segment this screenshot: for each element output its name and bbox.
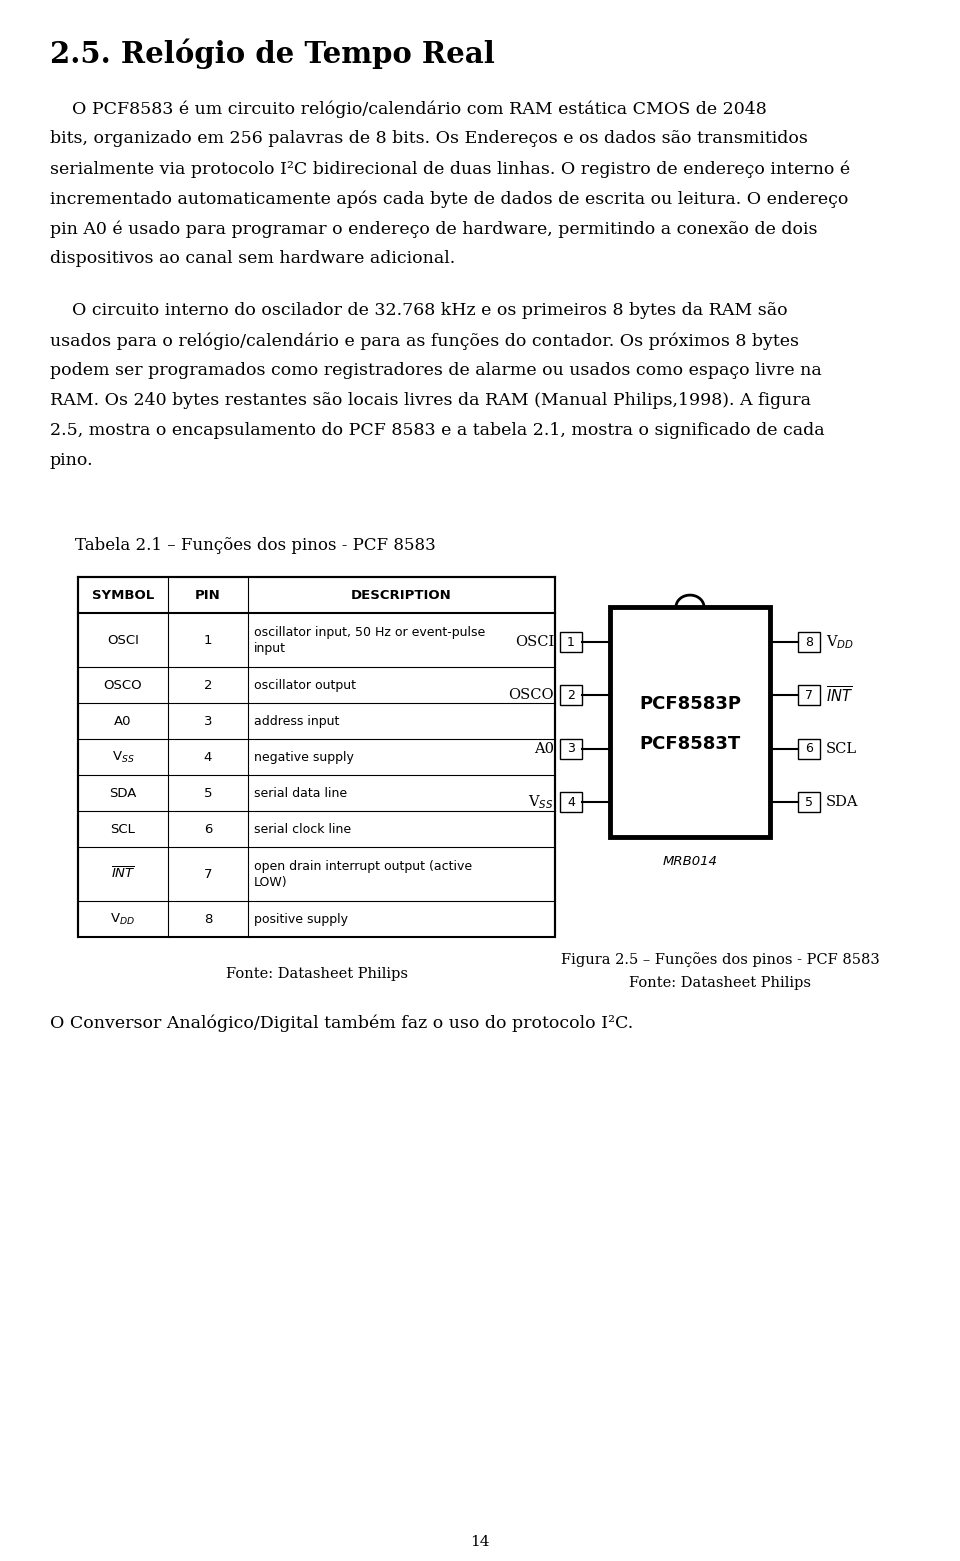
Text: SDA: SDA [826, 795, 858, 809]
Bar [798, 685, 820, 706]
Text: OSCI: OSCI [515, 635, 554, 649]
Text: SCL: SCL [826, 741, 857, 756]
Text: incrementado automaticamente após cada byte de dados de escrita ou leitura. O en: incrementado automaticamente após cada b… [50, 190, 849, 208]
Text: input: input [254, 642, 286, 654]
Text: A0: A0 [534, 741, 554, 756]
Text: negative supply: negative supply [254, 751, 354, 763]
Text: $\overline{INT}$: $\overline{INT}$ [110, 866, 135, 882]
Text: 3: 3 [567, 741, 575, 756]
Text: positive supply: positive supply [254, 913, 348, 926]
Text: Fonte: Datasheet Philips: Fonte: Datasheet Philips [629, 976, 811, 990]
Text: open drain interrupt output (active: open drain interrupt output (active [254, 860, 472, 873]
Text: 1: 1 [567, 635, 575, 648]
Text: Figura 2.5 – Funções dos pinos - PCF 8583: Figura 2.5 – Funções dos pinos - PCF 858… [561, 952, 879, 966]
Text: DESCRIPTION: DESCRIPTION [351, 588, 452, 601]
Text: 8: 8 [805, 635, 813, 648]
Text: V$_{SS}$: V$_{SS}$ [528, 793, 554, 810]
Text: serial data line: serial data line [254, 787, 348, 799]
Text: 14: 14 [470, 1534, 490, 1549]
Text: $\overline{INT}$: $\overline{INT}$ [826, 685, 853, 706]
Text: 5: 5 [204, 787, 212, 799]
Bar [78, 578, 555, 937]
Bar [610, 607, 770, 837]
Text: 3: 3 [204, 715, 212, 727]
Text: 4: 4 [567, 796, 575, 809]
Text: 7: 7 [805, 688, 813, 702]
Text: LOW): LOW) [254, 876, 288, 888]
Text: MRB014: MRB014 [662, 855, 717, 868]
Text: serialmente via protocolo I²C bidirecional de duas linhas. O registro de endereç: serialmente via protocolo I²C bidirecion… [50, 159, 851, 178]
Text: 2: 2 [567, 688, 575, 702]
Text: serial clock line: serial clock line [254, 823, 351, 835]
Text: 2.5. Relógio de Tempo Real: 2.5. Relógio de Tempo Real [50, 37, 494, 69]
Text: 7: 7 [204, 868, 212, 880]
Text: 6: 6 [805, 741, 813, 756]
Text: OSCO: OSCO [509, 688, 554, 702]
Text: address input: address input [254, 715, 340, 727]
Text: OSCI: OSCI [108, 634, 139, 646]
Text: O PCF8583 é um circuito relógio/calendário com RAM estática CMOS de 2048: O PCF8583 é um circuito relógio/calendár… [50, 100, 767, 117]
Text: 1: 1 [204, 634, 212, 646]
Text: 2: 2 [204, 679, 212, 692]
Bar [798, 738, 820, 759]
Text: bits, organizado em 256 palavras de 8 bits. Os Endereços e os dados são transmit: bits, organizado em 256 palavras de 8 bi… [50, 130, 808, 147]
Text: Tabela 2.1 – Funções dos pinos - PCF 8583: Tabela 2.1 – Funções dos pinos - PCF 858… [75, 537, 436, 554]
Text: PIN: PIN [195, 588, 221, 601]
Bar [560, 632, 582, 652]
Bar [798, 791, 820, 812]
Text: usados para o relógio/calendário e para as funções do contador. Os próximos 8 by: usados para o relógio/calendário e para … [50, 332, 799, 350]
Text: oscillator output: oscillator output [254, 679, 356, 692]
Text: oscillator input, 50 Hz or event-pulse: oscillator input, 50 Hz or event-pulse [254, 626, 485, 638]
Text: V$_{SS}$: V$_{SS}$ [111, 749, 134, 765]
Text: SDA: SDA [109, 787, 136, 799]
Text: O circuito interno do oscilador de 32.768 kHz e os primeiros 8 bytes da RAM são: O circuito interno do oscilador de 32.76… [50, 301, 787, 318]
Text: V$_{DD}$: V$_{DD}$ [110, 912, 135, 927]
Text: PCF8583T: PCF8583T [639, 735, 740, 752]
Text: OSCO: OSCO [104, 679, 142, 692]
Text: SCL: SCL [110, 823, 135, 835]
Bar [560, 791, 582, 812]
Bar [798, 632, 820, 652]
Text: O Conversor Analógico/Digital também faz o uso do protocolo I²C.: O Conversor Analógico/Digital também faz… [50, 1015, 634, 1032]
Text: Fonte: Datasheet Philips: Fonte: Datasheet Philips [226, 966, 407, 980]
Text: PCF8583P: PCF8583P [639, 695, 741, 713]
Bar [560, 685, 582, 706]
Text: 4: 4 [204, 751, 212, 763]
Text: V$_{DD}$: V$_{DD}$ [826, 634, 854, 651]
Text: 2.5, mostra o encapsulamento do PCF 8583 e a tabela 2.1, mostra o significado de: 2.5, mostra o encapsulamento do PCF 8583… [50, 421, 825, 439]
Text: SYMBOL: SYMBOL [92, 588, 155, 601]
Text: pino.: pino. [50, 453, 94, 468]
Text: RAM. Os 240 bytes restantes são locais livres da RAM (Manual Philips,1998). A fi: RAM. Os 240 bytes restantes são locais l… [50, 392, 811, 409]
Text: A0: A0 [114, 715, 132, 727]
Text: pin A0 é usado para programar o endereço de hardware, permitindo a conexão de do: pin A0 é usado para programar o endereço… [50, 220, 818, 237]
Text: podem ser programados como registradores de alarme ou usados como espaço livre n: podem ser programados como registradores… [50, 362, 822, 379]
Text: 6: 6 [204, 823, 212, 835]
Text: dispositivos ao canal sem hardware adicional.: dispositivos ao canal sem hardware adici… [50, 250, 455, 267]
Bar [560, 738, 582, 759]
Text: 5: 5 [805, 796, 813, 809]
Text: 8: 8 [204, 913, 212, 926]
